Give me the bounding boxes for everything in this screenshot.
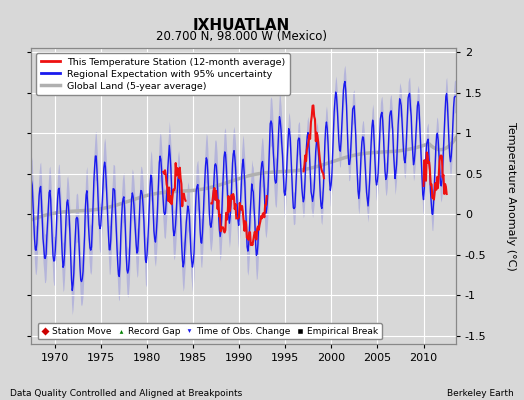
Text: Data Quality Controlled and Aligned at Breakpoints: Data Quality Controlled and Aligned at B…	[10, 389, 243, 398]
Legend: Station Move, Record Gap, Time of Obs. Change, Empirical Break: Station Move, Record Gap, Time of Obs. C…	[38, 323, 382, 340]
Y-axis label: Temperature Anomaly (°C): Temperature Anomaly (°C)	[506, 122, 516, 270]
Text: 20.700 N, 98.000 W (Mexico): 20.700 N, 98.000 W (Mexico)	[156, 30, 326, 43]
Text: Berkeley Earth: Berkeley Earth	[447, 389, 514, 398]
Text: IXHUATLAN: IXHUATLAN	[192, 18, 290, 33]
